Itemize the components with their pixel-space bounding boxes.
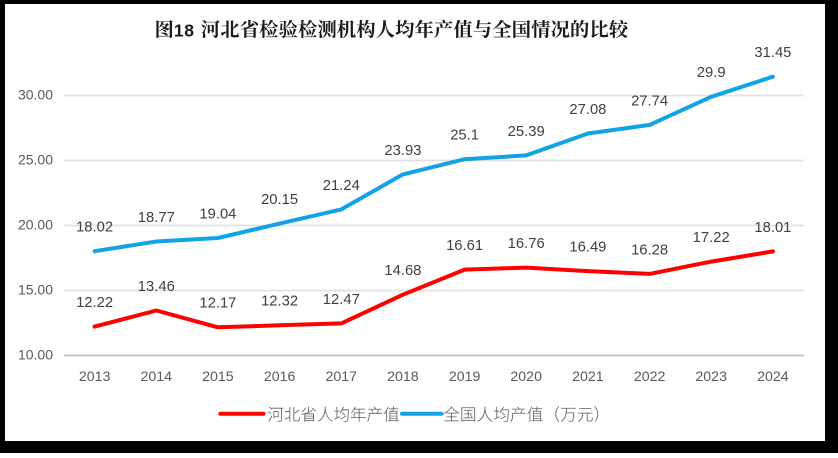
svg-text:14.68: 14.68 [384,263,421,279]
svg-text:23.93: 23.93 [384,143,421,159]
svg-text:2014: 2014 [141,369,173,385]
svg-text:2023: 2023 [695,369,727,385]
svg-text:12.47: 12.47 [323,292,360,308]
svg-text:16.76: 16.76 [508,236,545,252]
svg-text:18.02: 18.02 [76,220,113,236]
svg-text:20.15: 20.15 [261,192,298,208]
svg-text:16.28: 16.28 [631,242,668,258]
svg-text:12.17: 12.17 [199,296,236,312]
svg-text:2016: 2016 [264,369,296,385]
svg-text:20.00: 20.00 [18,217,53,233]
svg-text:2021: 2021 [572,369,604,385]
svg-text:18: 18 [174,20,195,40]
svg-text:2015: 2015 [202,369,234,385]
svg-text:2024: 2024 [757,369,789,385]
svg-text:10.00: 10.00 [18,347,53,363]
svg-text:25.39: 25.39 [508,124,545,140]
svg-text:2020: 2020 [510,369,542,385]
svg-text:18.77: 18.77 [138,210,175,226]
svg-text:2018: 2018 [387,369,419,385]
svg-text:12.32: 12.32 [261,294,298,310]
svg-text:30.00: 30.00 [18,87,53,103]
svg-text:16.61: 16.61 [446,238,483,254]
svg-text:15.00: 15.00 [18,282,53,298]
svg-text:17.22: 17.22 [693,230,730,246]
svg-text:31.45: 31.45 [754,45,791,61]
svg-text:2022: 2022 [634,369,666,385]
svg-text:12.22: 12.22 [76,295,113,311]
svg-text:2019: 2019 [449,369,481,385]
svg-text:16.49: 16.49 [569,240,606,256]
svg-text:13.46: 13.46 [138,279,175,295]
svg-text:27.08: 27.08 [569,102,606,118]
svg-text:25.1: 25.1 [450,128,479,144]
svg-text:2013: 2013 [79,369,111,385]
svg-text:2017: 2017 [326,369,358,385]
svg-text:21.24: 21.24 [323,178,360,194]
svg-text:27.74: 27.74 [631,93,668,109]
svg-text:19.04: 19.04 [199,206,236,222]
svg-text:18.01: 18.01 [754,220,791,236]
svg-text:25.00: 25.00 [18,152,53,168]
svg-text:29.9: 29.9 [697,65,726,81]
